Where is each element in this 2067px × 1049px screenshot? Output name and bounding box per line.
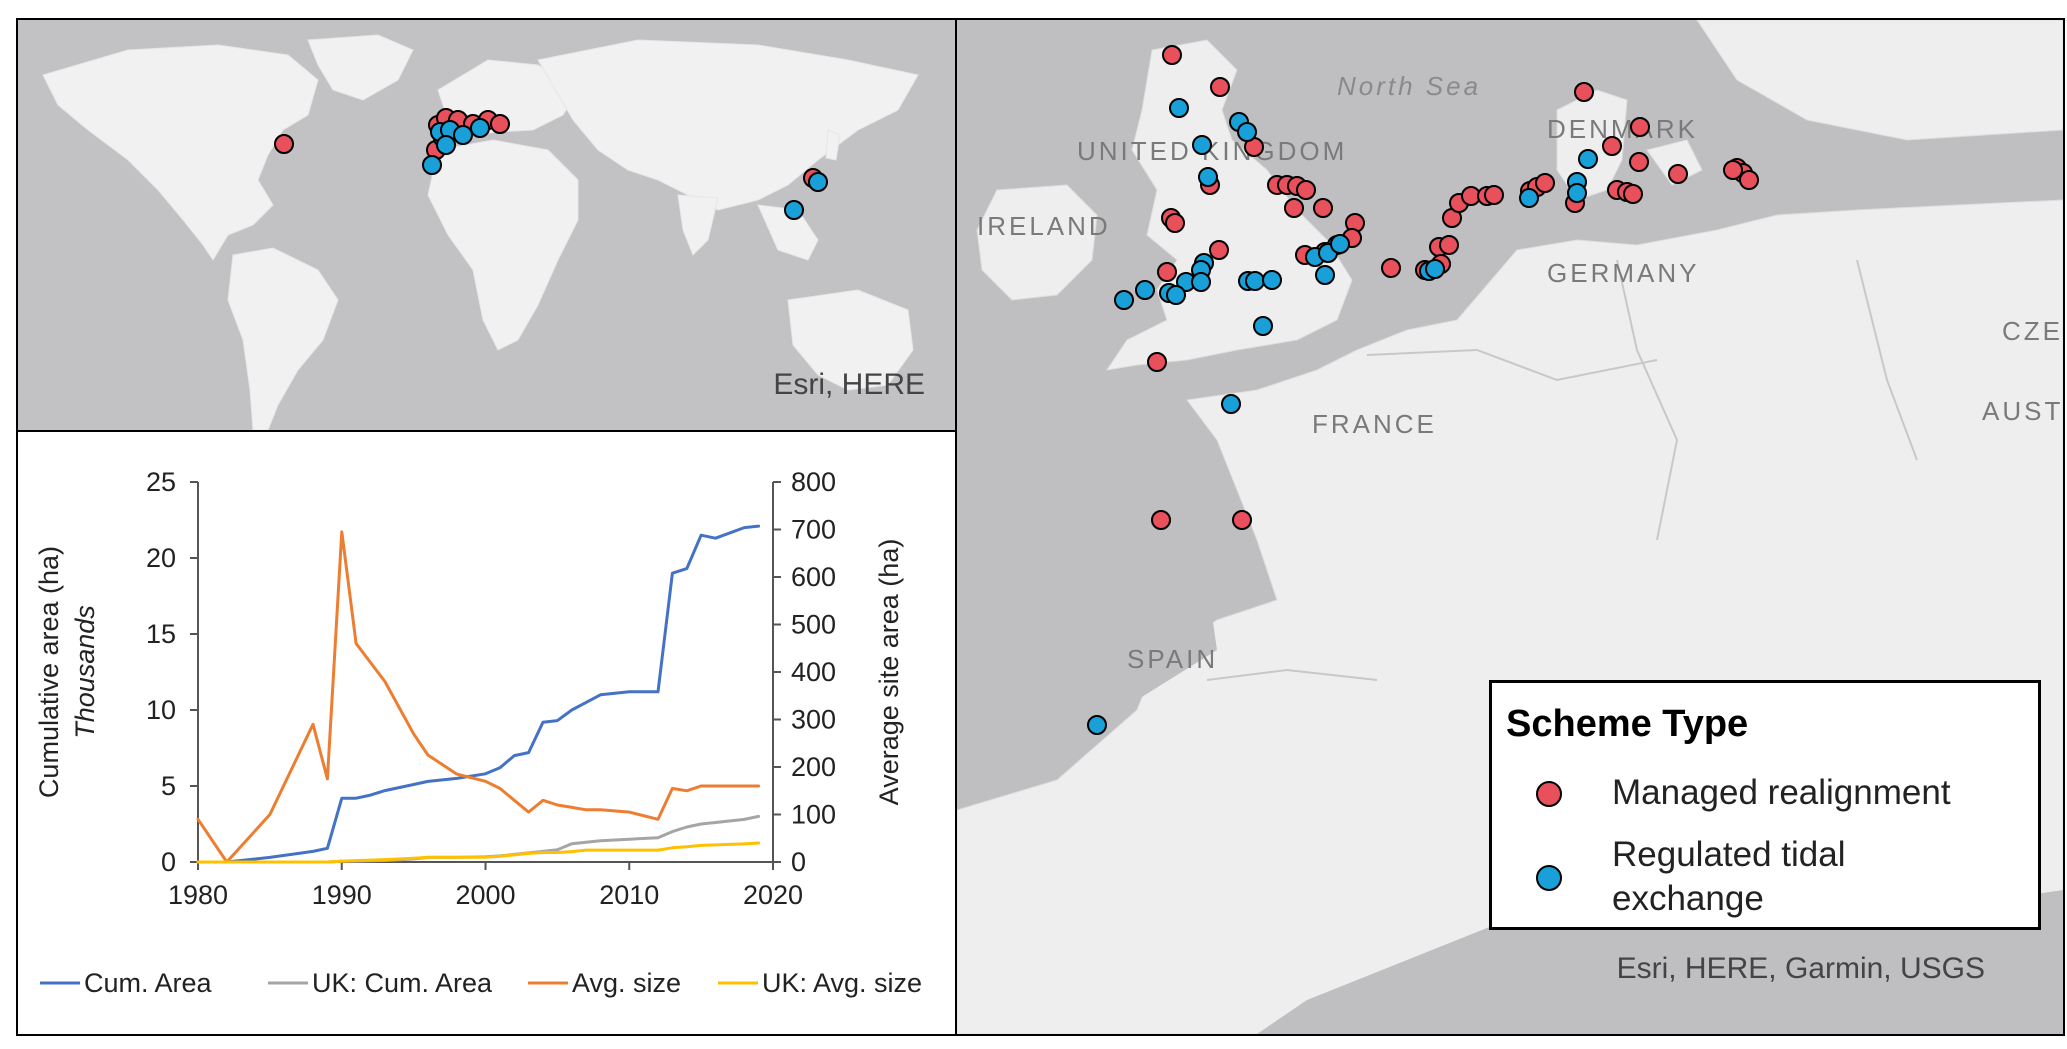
legend-label: Regulated tidal exchange	[1612, 835, 1846, 918]
country-label-france: FRANCE	[1312, 409, 1437, 439]
y-right-tick-label: 100	[791, 800, 836, 830]
y-right-tick-label: 800	[791, 467, 836, 497]
x-tick-label: 2010	[599, 880, 659, 910]
y-right-tick-label: 200	[791, 752, 836, 782]
y-left-tick-label: 15	[146, 619, 176, 649]
y-right-tick-label: 300	[791, 705, 836, 735]
area-chart: 0 5 10 15 20 25 0 100 200 300 400 500 600 700 800 1980 1…	[34, 467, 922, 998]
y-right-tick-label: 400	[791, 657, 836, 687]
country-label-denmark: DENMARK	[1547, 114, 1698, 144]
y-left-axis-sublabel: Thousands	[70, 605, 100, 739]
legend-entry-label: UK: Cum. Area	[312, 968, 493, 998]
x-tick-label: 1980	[168, 880, 228, 910]
land-japan	[825, 129, 841, 161]
land-asia	[537, 39, 919, 211]
land-ireland	[976, 184, 1098, 301]
sea-label-north-sea: North Sea	[1337, 71, 1481, 101]
land-australia	[787, 289, 914, 391]
europe-sites	[1087, 45, 1759, 735]
country-label-uk: UNITED KINGDOM	[1077, 136, 1347, 166]
country-label-austria: AUSTR	[1982, 396, 2063, 426]
land-danish-islands	[1646, 139, 1703, 186]
y-right-axis-label: Average site area (ha)	[874, 539, 904, 806]
world-sites	[274, 108, 828, 220]
red-circle-icon	[1536, 781, 1562, 807]
country-label-spain: SPAIN	[1127, 644, 1218, 674]
legend-title: Scheme Type	[1506, 703, 1749, 745]
y-right-tick-label: 500	[791, 610, 836, 640]
land-scandinavia	[1696, 20, 2063, 141]
legend-entry-label: Avg. size	[572, 968, 681, 998]
europe-map-attribution: Esri, HERE, Garmin, USGS	[1616, 952, 1985, 985]
map-legend: Scheme Type Managed realignment Regulate…	[1489, 680, 2041, 930]
map-labels: North Sea UNITED KINGDOM IRELAND DENMARK…	[977, 71, 2063, 674]
country-label-germany: GERMANY	[1547, 258, 1699, 288]
land-north-america	[42, 44, 319, 261]
world-map-attribution: Esri, HERE	[773, 368, 925, 401]
y-right-tick-label: 0	[791, 847, 806, 877]
x-tick-label: 1990	[312, 880, 372, 910]
world-map	[18, 20, 955, 430]
legend-entry-label: UK: Avg. size	[762, 968, 922, 998]
country-label-czech: CZE	[2002, 316, 2063, 346]
world-map-panel: Esri, HERE	[16, 18, 957, 432]
legend-entry-label: Cum. Area	[84, 968, 213, 998]
series-line-uk-avg-size	[196, 841, 761, 864]
bay-of-biscay	[957, 490, 1217, 740]
series-line-cum-area	[196, 524, 761, 864]
country-borders	[1206, 259, 1918, 681]
y-left-tick-label: 10	[146, 695, 176, 725]
europe-map-panel: North Sea UNITED KINGDOM IRELAND DENMARK…	[955, 18, 2065, 1036]
land-africa	[427, 139, 579, 351]
chart-panel: 0 5 10 15 20 25 0 100 200 300 400 500 600 700 800 1980 1…	[16, 430, 957, 1036]
blue-circle-icon	[1536, 865, 1562, 891]
mediterranean	[1257, 880, 2063, 1034]
y-right-tick-label: 600	[791, 562, 836, 592]
y-left-axis-label: Cumulative area (ha)	[34, 546, 64, 798]
legend-label: Managed realignment	[1612, 773, 1951, 812]
y-left-tick-label: 20	[146, 543, 176, 573]
y-left-tick-label: 0	[161, 847, 176, 877]
land-greenland	[307, 34, 414, 101]
land-south-america	[227, 247, 339, 430]
x-tick-label: 2020	[743, 880, 803, 910]
country-label-ireland: IRELAND	[977, 211, 1111, 241]
x-tick-label: 2000	[455, 880, 515, 910]
land-india	[677, 194, 719, 256]
y-left-tick-label: 25	[146, 467, 176, 497]
y-right-tick-label: 700	[791, 515, 836, 545]
y-left-tick-label: 5	[161, 771, 176, 801]
series-line-avg-size	[196, 530, 761, 864]
